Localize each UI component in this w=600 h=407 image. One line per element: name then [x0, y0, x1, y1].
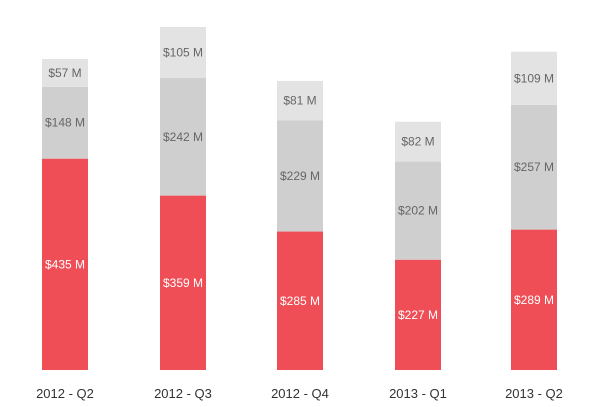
- x-tick-label: 2012 - Q2: [36, 386, 94, 401]
- bar-segment: [277, 120, 323, 232]
- segment-value-label: $289 M: [514, 293, 554, 307]
- bar-segment: [42, 158, 88, 370]
- segment-value-label: $202 M: [398, 204, 438, 218]
- bar-segment: [160, 195, 206, 370]
- segment-value-label: $242 M: [163, 130, 203, 144]
- bar-segment: [42, 86, 88, 159]
- segment-value-label: $148 M: [45, 116, 85, 130]
- segment-value-label: $229 M: [280, 169, 320, 183]
- segment-value-label: $435 M: [45, 257, 85, 271]
- segment-value-label: $285 M: [280, 294, 320, 308]
- segment-value-label: $57 M: [48, 66, 81, 80]
- bar-segment: [395, 121, 441, 162]
- segment-value-label: $105 M: [163, 46, 203, 60]
- bar-segment: [160, 27, 206, 79]
- bar-segment: [511, 51, 557, 105]
- bar-segment: [511, 229, 557, 370]
- segment-labels-layer: $435 M $148 M $57 M $359 M $242 M $105 M $285 …: [45, 46, 554, 322]
- segment-value-label: $359 M: [163, 276, 203, 290]
- bar-segment: [277, 231, 323, 370]
- x-tick-label: 2013 - Q2: [505, 386, 563, 401]
- segment-value-label: $109 M: [514, 71, 554, 85]
- bar-segment: [395, 161, 441, 260]
- bar-segment: [277, 80, 323, 121]
- segment-value-label: $257 M: [514, 160, 554, 174]
- x-tick-label: 2012 - Q3: [154, 386, 212, 401]
- segment-value-label: $227 M: [398, 308, 438, 322]
- segment-value-label: $81 M: [283, 94, 316, 108]
- bar-segment: [395, 259, 441, 370]
- bar-segment: [42, 59, 88, 87]
- x-tick-label: 2012 - Q4: [271, 386, 329, 401]
- bar-segment: [160, 78, 206, 196]
- x-tick-label: 2013 - Q1: [389, 386, 447, 401]
- segment-value-label: $82 M: [401, 135, 434, 149]
- bar-segment: [511, 104, 557, 230]
- x-axis-labels: 2012 - Q2 2012 - Q3 2012 - Q4 2013 - Q1 2013…: [36, 386, 563, 401]
- bars-layer: [42, 27, 557, 370]
